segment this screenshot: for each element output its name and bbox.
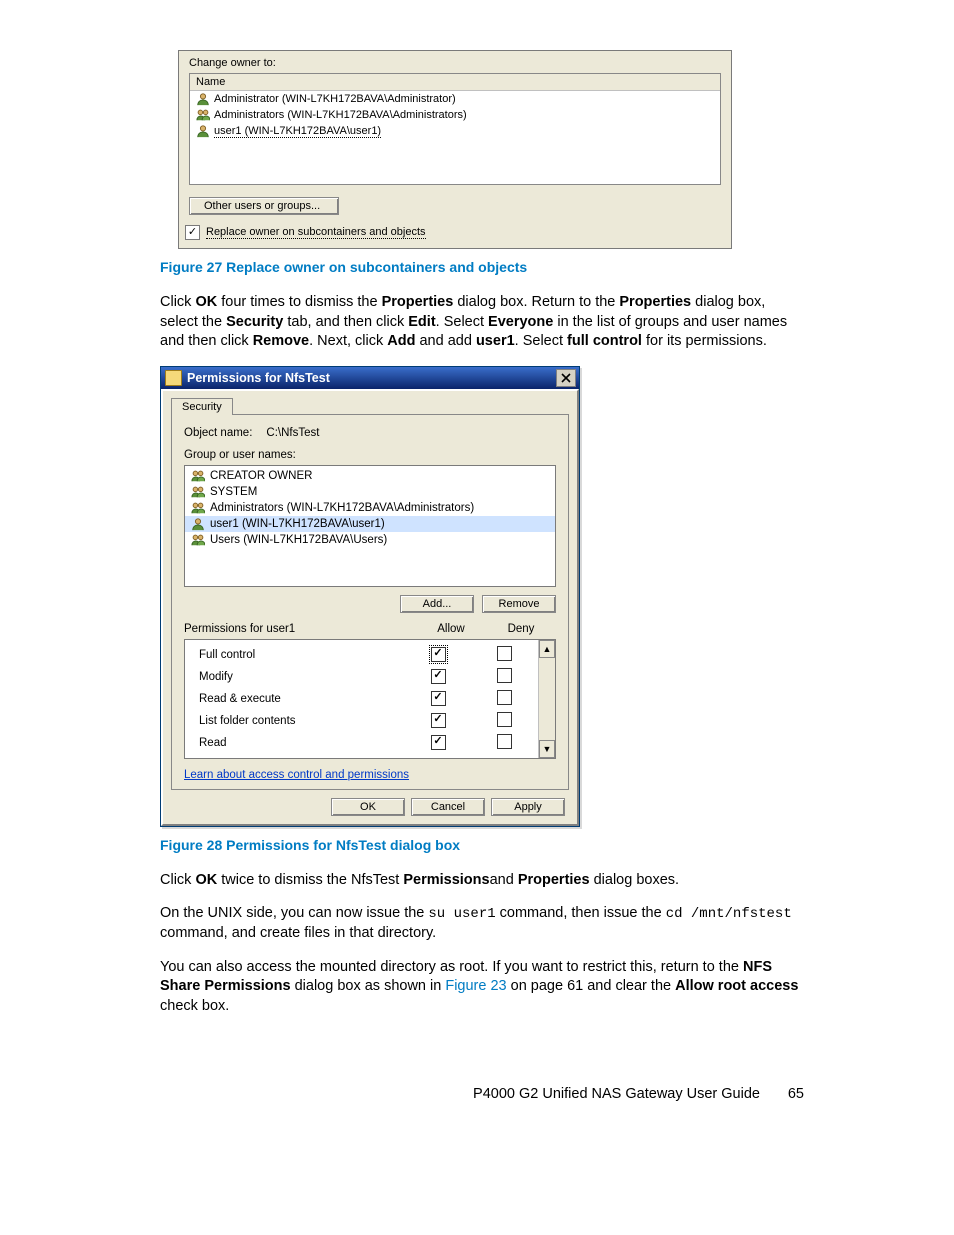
user-icon <box>196 92 210 106</box>
column-header-name[interactable]: Name <box>190 74 720 91</box>
replace-owner-label: Replace owner on subcontainers and objec… <box>206 226 426 239</box>
group-users-label: Group or user names: <box>184 449 556 461</box>
group-icon <box>191 501 205 515</box>
apply-button[interactable]: Apply <box>491 798 565 816</box>
allow-checkbox[interactable] <box>431 713 446 728</box>
deny-checkbox[interactable] <box>497 646 512 661</box>
list-item-selected[interactable]: user1 (WIN-L7KH172BAVA\user1) <box>185 516 555 532</box>
paragraph-4: You can also access the mounted director… <box>160 958 804 1017</box>
object-name-label: Object name: <box>184 427 252 439</box>
owner-row-text: Administrators (WIN-L7KH172BAVA\Administ… <box>214 109 467 121</box>
scroll-down-icon[interactable]: ▼ <box>539 740 555 758</box>
replace-owner-checkbox-row[interactable]: Replace owner on subcontainers and objec… <box>179 221 731 248</box>
owner-row[interactable]: Administrators (WIN-L7KH172BAVA\Administ… <box>190 107 720 123</box>
paragraph-2: Click OK twice to dismiss the NfsTest Pe… <box>160 871 804 891</box>
group-icon <box>191 485 205 499</box>
change-owner-panel: Change owner to: Name Administrator (WIN… <box>178 50 732 249</box>
figure-28-caption: Figure 28 Permissions for NfsTest dialog… <box>160 837 804 853</box>
dialog-title: Permissions for NfsTest <box>187 371 330 385</box>
deny-checkbox[interactable] <box>497 668 512 683</box>
other-users-button[interactable]: Other users or groups... <box>189 197 339 215</box>
permissions-grid: Full control Modify Read & execute List … <box>184 639 556 759</box>
user-icon <box>196 124 210 138</box>
figure-27-caption: Figure 27 Replace owner on subcontainers… <box>160 259 804 275</box>
dialog-titlebar[interactable]: Permissions for NfsTest <box>161 367 579 389</box>
list-item[interactable]: Users (WIN-L7KH172BAVA\Users) <box>185 532 555 548</box>
deny-checkbox[interactable] <box>497 734 512 749</box>
learn-link[interactable]: Learn about access control and permissio… <box>184 769 409 781</box>
deny-checkbox[interactable] <box>497 690 512 705</box>
allow-checkbox[interactable] <box>431 735 446 750</box>
perm-row: List folder contents <box>185 710 555 732</box>
list-item[interactable]: Administrators (WIN-L7KH172BAVA\Administ… <box>185 500 555 516</box>
paragraph-3: On the UNIX side, you can now issue the … <box>160 904 804 943</box>
perm-row: Read & execute <box>185 688 555 710</box>
list-item[interactable]: CREATOR OWNER <box>185 468 555 484</box>
folder-icon <box>165 370 182 386</box>
group-icon <box>191 469 205 483</box>
deny-checkbox[interactable] <box>497 712 512 727</box>
permissions-for-label: Permissions for user1 <box>184 623 416 635</box>
close-button[interactable] <box>556 369 576 387</box>
paragraph-1: Click OK four times to dismiss the Prope… <box>160 293 804 352</box>
ok-button[interactable]: OK <box>331 798 405 816</box>
owner-list[interactable]: Name Administrator (WIN-L7KH172BAVA\Admi… <box>189 73 721 185</box>
page-number: 65 <box>764 1086 804 1102</box>
change-owner-label: Change owner to: <box>179 51 731 71</box>
owner-row-text: Administrator (WIN-L7KH172BAVA\Administr… <box>214 93 456 105</box>
page-footer: P4000 G2 Unified NAS Gateway User Guide … <box>160 1086 804 1102</box>
footer-title: P4000 G2 Unified NAS Gateway User Guide <box>473 1086 760 1102</box>
checkbox-icon[interactable] <box>185 225 200 240</box>
add-button[interactable]: Add... <box>400 595 474 613</box>
scrollbar[interactable]: ▲ ▼ <box>538 640 555 758</box>
tab-security[interactable]: Security <box>171 398 233 415</box>
owner-row-text: user1 (WIN-L7KH172BAVA\user1) <box>214 125 381 138</box>
allow-checkbox[interactable] <box>431 669 446 684</box>
group-icon <box>191 533 205 547</box>
list-item[interactable]: SYSTEM <box>185 484 555 500</box>
permissions-dialog: Permissions for NfsTest Security Object … <box>160 366 580 827</box>
owner-row[interactable]: user1 (WIN-L7KH172BAVA\user1) <box>190 123 720 139</box>
deny-col-header: Deny <box>486 623 556 635</box>
owner-row[interactable]: Administrator (WIN-L7KH172BAVA\Administr… <box>190 91 720 107</box>
object-name-value: C:\NfsTest <box>266 427 319 439</box>
perm-row: Read <box>185 732 555 754</box>
remove-button[interactable]: Remove <box>482 595 556 613</box>
scroll-up-icon[interactable]: ▲ <box>539 640 555 658</box>
group-users-list[interactable]: CREATOR OWNER SYSTEM Administrators (WIN… <box>184 465 556 587</box>
allow-col-header: Allow <box>416 623 486 635</box>
allow-checkbox[interactable] <box>431 691 446 706</box>
perm-row: Full control <box>185 644 555 666</box>
allow-checkbox[interactable] <box>431 647 446 662</box>
cancel-button[interactable]: Cancel <box>411 798 485 816</box>
perm-row: Modify <box>185 666 555 688</box>
user-icon <box>191 517 205 531</box>
figure-23-link[interactable]: Figure 23 <box>445 978 506 994</box>
group-icon <box>196 108 210 122</box>
